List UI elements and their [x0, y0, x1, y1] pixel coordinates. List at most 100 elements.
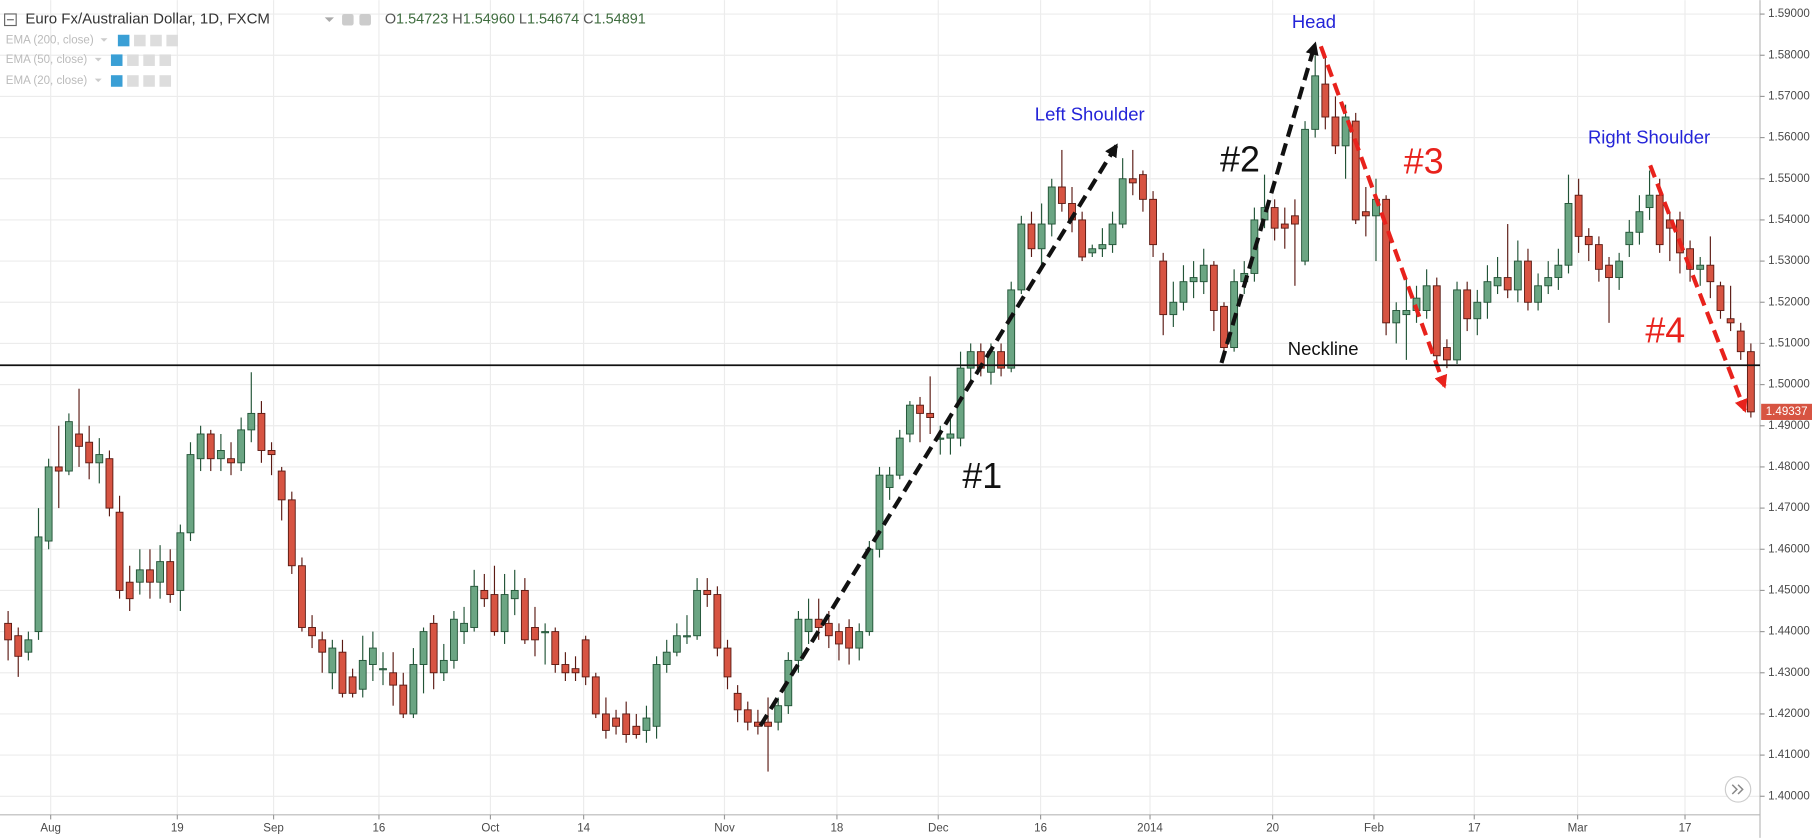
symbol-menu[interactable]	[324, 17, 334, 23]
candle-body	[1615, 260, 1624, 279]
indicator-remove[interactable]	[159, 75, 172, 87]
x-tick-label: Oct	[481, 823, 500, 835]
candle-body	[1189, 277, 1198, 283]
collapse-icon[interactable]	[4, 13, 17, 27]
candle-body	[1108, 223, 1117, 246]
candle-body	[632, 725, 641, 735]
candle-body	[439, 659, 448, 674]
candle-body	[875, 474, 884, 550]
candle-body	[1341, 116, 1350, 147]
candle-body	[1736, 330, 1745, 353]
candle-body	[156, 561, 164, 583]
annotation: Left Shoulder	[1035, 104, 1145, 125]
scroll-to-end-icon	[1731, 784, 1744, 795]
symbol-eye-icon[interactable]	[342, 13, 354, 26]
y-tick-label: 1.51000	[1768, 337, 1810, 349]
candle-body	[703, 589, 712, 596]
candle-body	[247, 412, 256, 431]
indicator-menu[interactable]	[94, 57, 102, 62]
candle-body	[1017, 223, 1026, 291]
indicator-eye[interactable]	[110, 75, 123, 87]
indicator-settings[interactable]	[134, 34, 146, 47]
indicator-settings[interactable]	[127, 75, 139, 87]
candle-body	[1726, 318, 1735, 324]
candle-body	[328, 647, 337, 674]
candle-body	[277, 470, 286, 501]
annotation: #4	[1645, 310, 1685, 350]
indicator-menu[interactable]	[94, 78, 102, 83]
candle-body	[835, 631, 843, 645]
ohlc-value: 1.54960	[463, 12, 515, 28]
indicator-eye[interactable]	[117, 34, 130, 47]
annotation: #2	[1220, 139, 1260, 179]
candle-body	[146, 569, 154, 583]
candle-body	[591, 676, 600, 715]
y-tick-label: 1.57000	[1768, 90, 1810, 102]
candle-body	[480, 589, 489, 600]
candle-body	[379, 668, 387, 671]
candle-body	[1220, 305, 1228, 349]
candle-body	[1453, 289, 1461, 361]
x-tick-label: 18	[831, 823, 844, 835]
candle-body	[743, 709, 752, 723]
ohlc-value: 1.54891	[594, 12, 646, 28]
y-tick-label: 1.58000	[1768, 49, 1810, 61]
candle-body	[1463, 289, 1472, 320]
candle-body	[561, 664, 570, 674]
x-tick-label: 14	[577, 823, 590, 835]
candle-body	[115, 511, 124, 591]
candle-body	[1655, 194, 1664, 246]
x-tick-label: 20	[1266, 823, 1279, 835]
candle-body	[348, 676, 357, 694]
candle-body	[490, 594, 499, 633]
arrow-leg-3	[1318, 45, 1448, 389]
candle-body	[845, 627, 854, 649]
y-tick-label: 1.43000	[1768, 667, 1810, 679]
candle-body	[531, 627, 539, 641]
y-tick-label: 1.59000	[1768, 8, 1810, 20]
candle-body	[1057, 186, 1066, 204]
candle-body	[642, 717, 651, 731]
candle-body	[257, 412, 266, 451]
candle-body	[1716, 285, 1725, 311]
candle-body	[723, 647, 732, 678]
ohlc-readout: O1.54723 H1.54960 L1.54674 C1.54891	[385, 12, 646, 28]
candle-body	[1270, 207, 1279, 229]
indicator-menu[interactable]	[100, 38, 108, 42]
x-tick-label: 17	[1468, 823, 1481, 835]
candle-body	[652, 664, 661, 727]
candle-body	[85, 441, 94, 464]
candle-body	[966, 351, 975, 369]
grid-layer	[0, 0, 1760, 815]
candle-body	[64, 421, 73, 472]
indicator-eye[interactable]	[110, 54, 123, 66]
y-tick-label: 1.55000	[1768, 173, 1810, 185]
symbol-settings-icon[interactable]	[359, 13, 371, 26]
indicator-label: EMA (50, close)	[6, 54, 88, 66]
scroll-to-end-button[interactable]	[1724, 776, 1752, 803]
ohlc-key: O	[385, 12, 396, 28]
candle-body	[824, 622, 833, 637]
candle-body	[683, 635, 691, 638]
candle-body	[358, 659, 367, 690]
candle-body	[135, 569, 144, 583]
indicator-remove[interactable]	[166, 34, 178, 47]
candle-body	[1746, 351, 1755, 413]
candle-body	[105, 458, 114, 509]
candle-body	[733, 692, 742, 711]
indicator-add[interactable]	[150, 34, 162, 47]
candle-body	[1605, 264, 1613, 279]
candle-body	[1584, 235, 1593, 246]
indicator-remove[interactable]	[159, 54, 172, 66]
candle-body	[1382, 198, 1391, 324]
candle-body	[804, 618, 813, 633]
candle-body	[612, 717, 620, 727]
indicator-add[interactable]	[143, 54, 155, 66]
candle-body	[1483, 281, 1492, 303]
indicator-settings[interactable]	[127, 54, 139, 66]
candle-body	[1047, 186, 1056, 225]
candle-body	[186, 454, 195, 534]
candle-body	[946, 433, 955, 439]
indicator-add[interactable]	[143, 75, 155, 87]
